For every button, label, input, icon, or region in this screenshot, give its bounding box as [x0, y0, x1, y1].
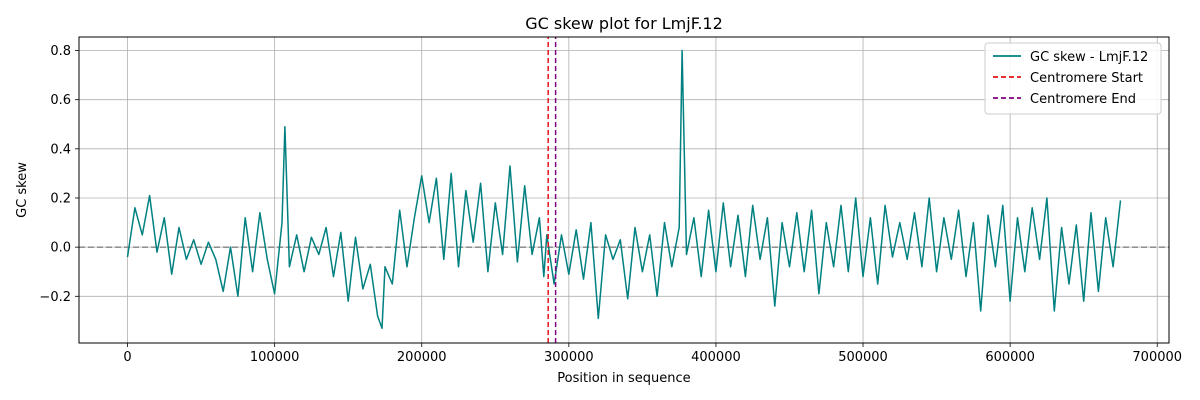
y-axis: −0.2 0.0 0.2 0.4 0.6 0.8 — [39, 44, 79, 305]
series-layer — [126, 37, 1122, 343]
x-tick-label: 600000 — [985, 350, 1035, 365]
y-tick-label: 0.6 — [50, 93, 71, 108]
y-axis-label: GC skew — [15, 162, 30, 218]
legend-label: Centromere End — [1030, 92, 1136, 107]
x-tick-label: 200000 — [397, 350, 447, 365]
x-tick-label: 400000 — [691, 350, 741, 365]
legend-label: GC skew - LmjF.12 — [1030, 50, 1148, 65]
y-tick-label: 0.2 — [50, 191, 71, 206]
x-axis: 0 100000 200000 300000 400000 500000 600000 700… — [123, 343, 1182, 365]
legend: GC skew - LmjF.12 Centromere Start Centrom… — [984, 42, 1162, 115]
x-tick-label: 700000 — [1132, 350, 1182, 365]
x-tick-label: 0 — [123, 350, 131, 365]
x-tick-label: 100000 — [250, 350, 300, 365]
plot-frame — [78, 36, 1170, 344]
x-axis-label: Position in sequence — [557, 371, 690, 386]
x-tick-label: 300000 — [544, 350, 594, 365]
y-tick-label: 0.8 — [50, 44, 71, 59]
chart-title: GC skew plot for LmjF.12 — [525, 14, 723, 33]
y-tick-label: 0.4 — [50, 142, 71, 157]
y-tick-label: −0.2 — [39, 290, 71, 305]
legend-box — [984, 42, 1162, 115]
y-tick-label: 0.0 — [50, 241, 71, 256]
x-tick-label: 500000 — [838, 350, 888, 365]
legend-label: Centromere Start — [1030, 71, 1143, 86]
series-line-0 — [126, 49, 1122, 330]
